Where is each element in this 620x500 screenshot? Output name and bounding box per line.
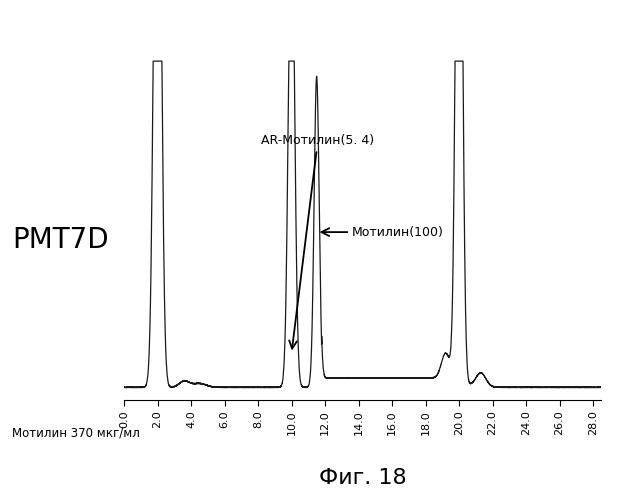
Text: Мотилин 370 мкг/мл: Мотилин 370 мкг/мл xyxy=(12,426,140,439)
Text: AR-Мотилин(5. 4): AR-Мотилин(5. 4) xyxy=(262,134,374,348)
Text: Мотилин(100): Мотилин(100) xyxy=(352,226,444,238)
Text: Фиг. 18: Фиг. 18 xyxy=(319,468,407,487)
Text: PMT7D: PMT7D xyxy=(12,226,109,254)
